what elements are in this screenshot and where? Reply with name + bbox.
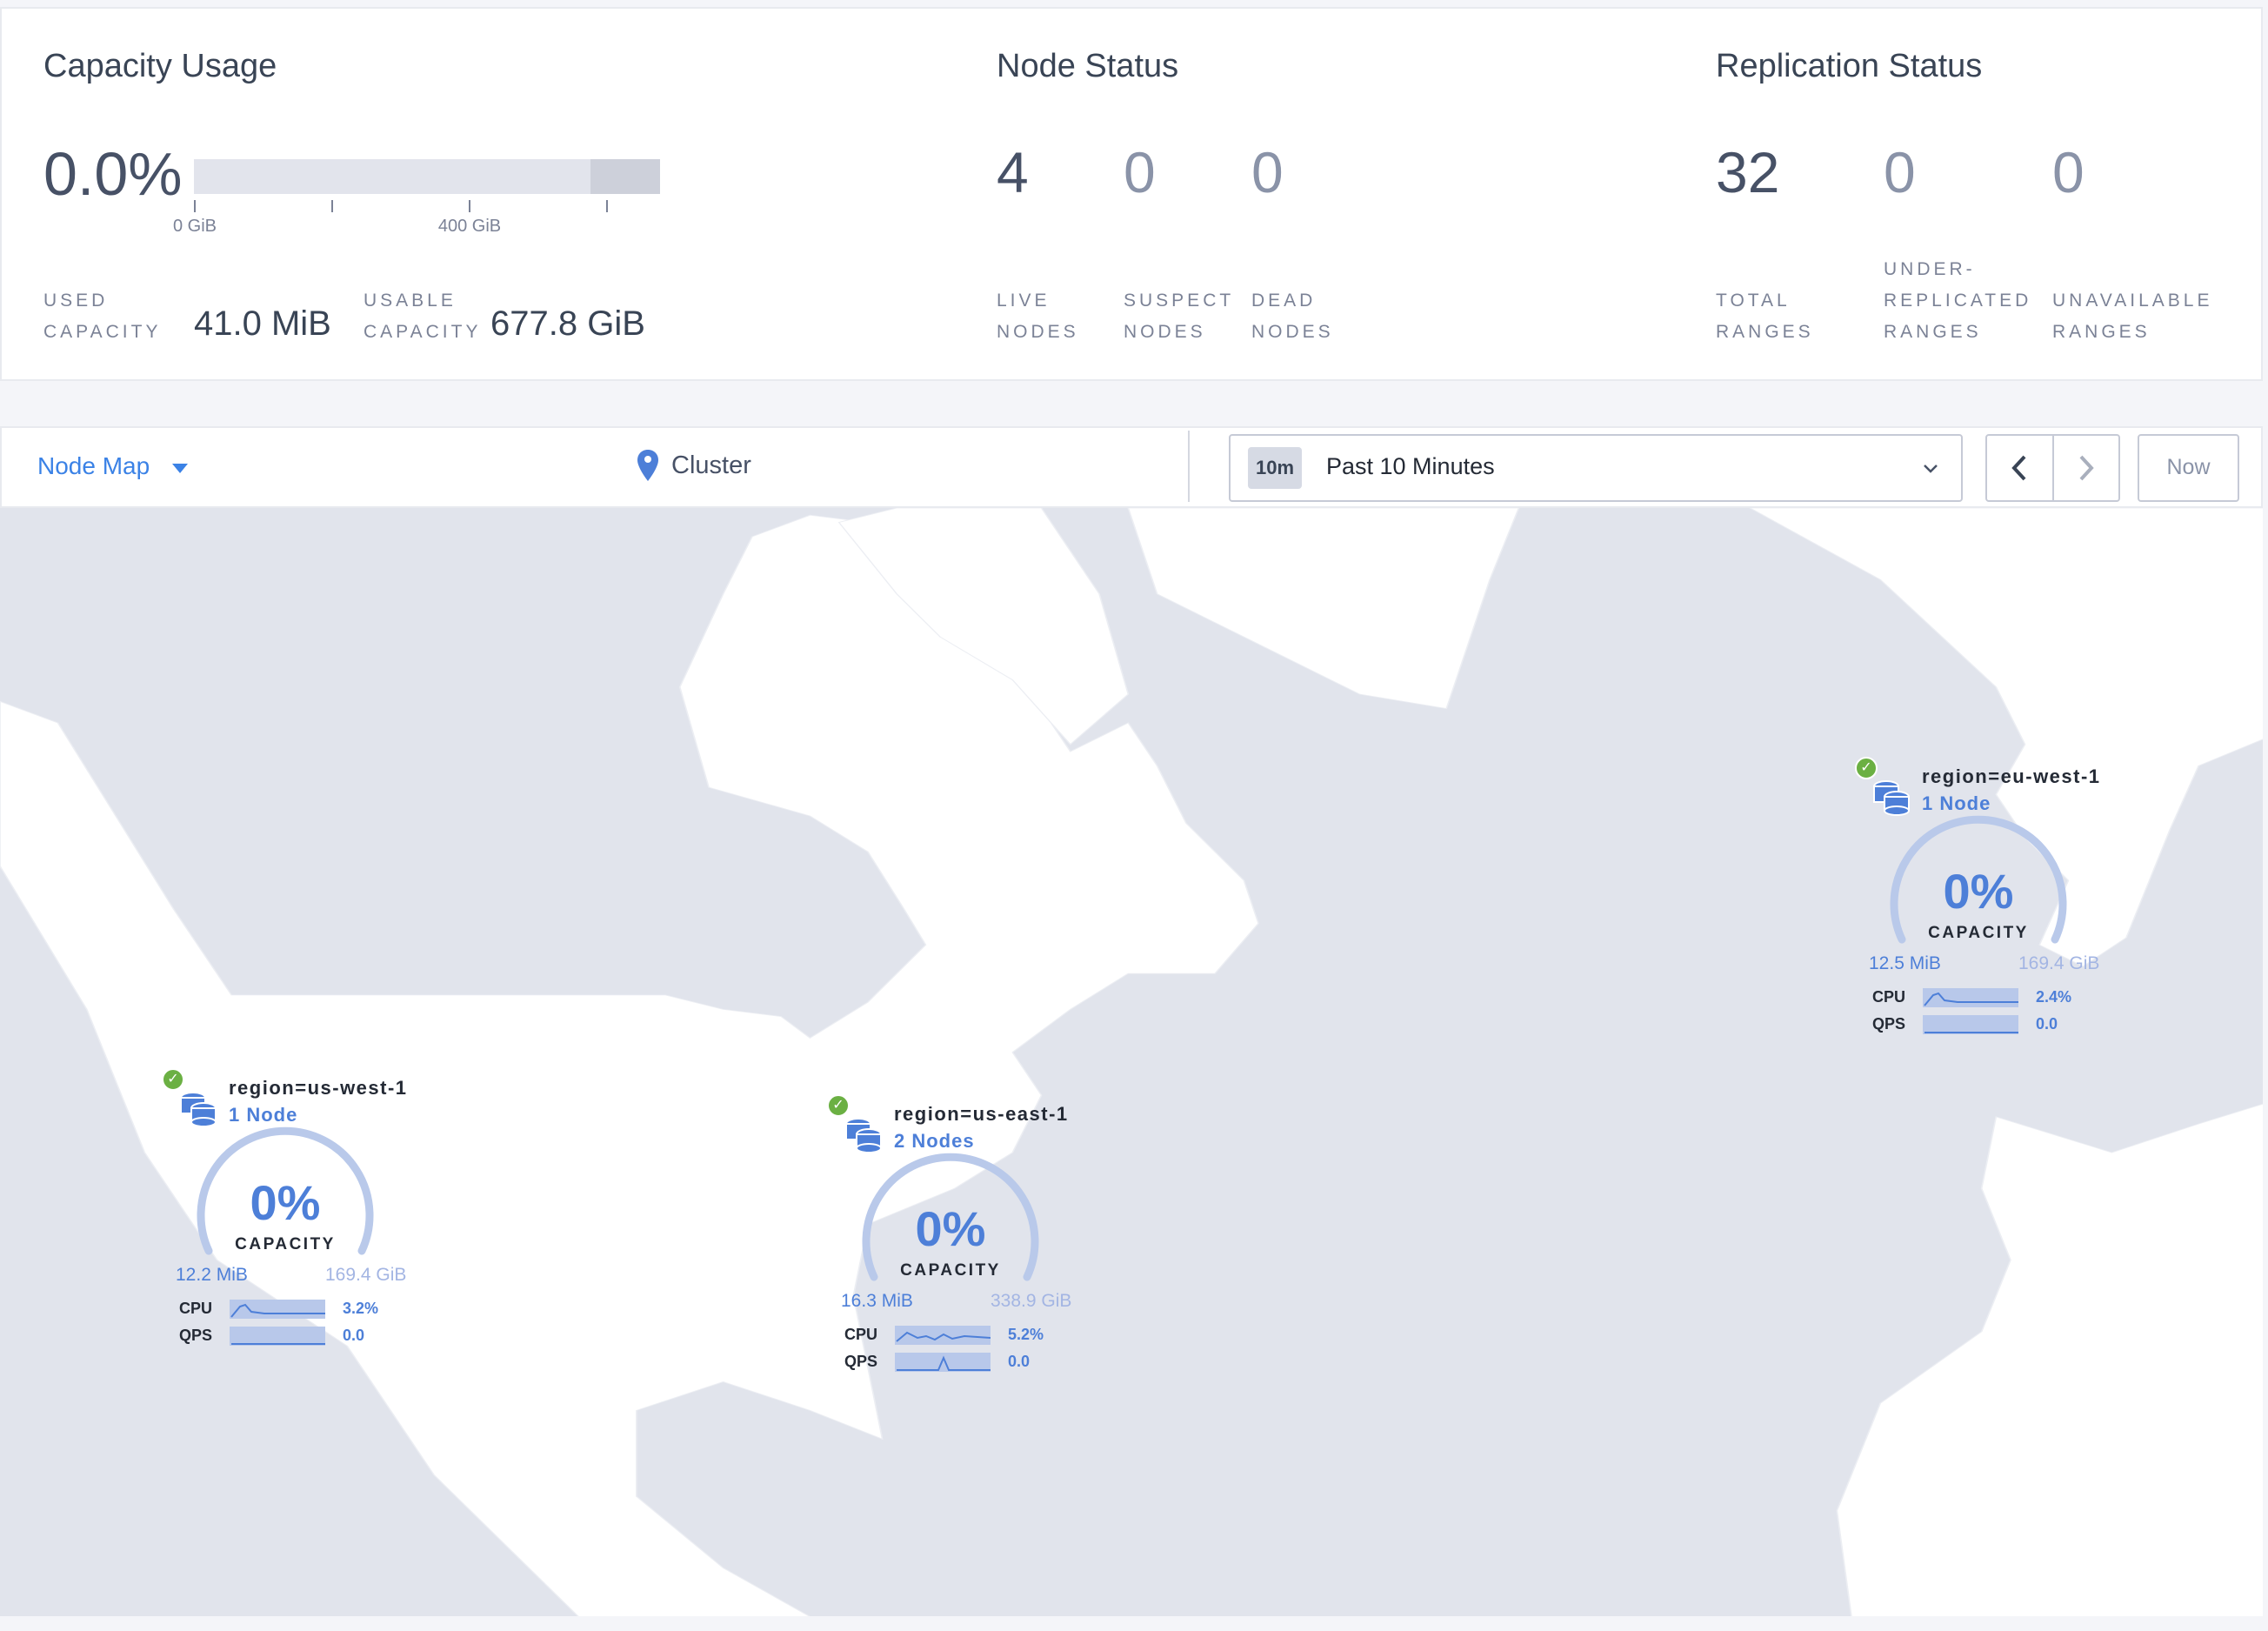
- under-replicated-count: 0: [1884, 140, 1916, 204]
- cpu-value: 5.2%: [1008, 1326, 1044, 1343]
- total-capacity: 169.4 GiB: [325, 1265, 407, 1285]
- region-name: region=us-west-1: [229, 1077, 408, 1099]
- qps-label: QPS: [844, 1353, 878, 1370]
- location-pin-icon: [637, 450, 658, 481]
- under-replicated-label: UNDER- REPLICATED RANGES: [1884, 259, 2032, 342]
- bar-tick: [194, 200, 196, 212]
- capacity-usage-title: Capacity Usage: [43, 48, 277, 84]
- bar-tick: [469, 200, 470, 212]
- capacity-percent: 0%: [915, 1201, 986, 1256]
- used-capacity: 12.5 MiB: [1869, 953, 1941, 973]
- used-capacity-value: 41.0 MiB: [194, 304, 331, 343]
- suspect-nodes-count: 0: [1124, 140, 1156, 204]
- region-name: region=eu-west-1: [1922, 765, 2101, 787]
- unavailable-ranges-label: UNAVAILABLE RANGES: [2052, 291, 2213, 342]
- live-check-icon: ✓: [162, 1068, 184, 1091]
- usable-capacity-label: USABLE CAPACITY: [364, 291, 482, 342]
- bar-tick: [606, 200, 608, 212]
- time-range-label: Past 10 Minutes: [1326, 453, 1495, 479]
- bar-tick-label: 400 GiB: [437, 217, 502, 236]
- live-nodes-label: LIVE NODES: [997, 291, 1079, 342]
- live-check-icon: ✓: [1855, 757, 1878, 779]
- north-america-landmass: [0, 514, 1259, 1616]
- chevron-right-icon: [2079, 455, 2094, 481]
- chevron-left-icon: [2011, 455, 2026, 481]
- qps-label: QPS: [1872, 1015, 1906, 1033]
- region-name: region=us-east-1: [894, 1103, 1069, 1125]
- previous-time-button[interactable]: [1987, 436, 2054, 500]
- cpu-sparkline: [1923, 988, 2018, 1007]
- qps-sparkline: [895, 1353, 991, 1372]
- node-count: 2 Nodes: [894, 1130, 975, 1152]
- europe-landmass: [1749, 508, 2263, 967]
- baffin-island-landmass: [837, 508, 1130, 745]
- view-selector[interactable]: Node Map: [37, 452, 150, 479]
- cpu-label: CPU: [844, 1326, 878, 1343]
- world-map: [0, 508, 2263, 1616]
- capacity-bar: [194, 159, 660, 194]
- total-capacity: 169.4 GiB: [2018, 953, 2100, 973]
- qps-value: 0.0: [2036, 1015, 2058, 1033]
- dead-nodes-count: 0: [1251, 140, 1284, 204]
- capacity-gauge: [197, 1126, 374, 1255]
- time-range-select[interactable]: 10m Past 10 Minutes: [1229, 434, 1963, 502]
- node-count: 1 Node: [1922, 792, 1991, 814]
- unavailable-ranges-count: 0: [2052, 140, 2085, 204]
- qps-sparkline: [1923, 1015, 2018, 1034]
- capacity-percent: 0%: [250, 1175, 321, 1230]
- capacity-gauge: [862, 1153, 1039, 1281]
- used-capacity: 12.2 MiB: [176, 1265, 248, 1285]
- region-node-us-west-1[interactable]: ✓ region=us-west-1 1 Node 0% CAPACITY 12…: [157, 1063, 444, 1359]
- dead-nodes-label: DEAD NODES: [1251, 291, 1334, 342]
- database-icon: [1873, 780, 1910, 816]
- chevron-down-icon: [1924, 465, 1938, 473]
- bar-tick-label: 0 GiB: [172, 217, 217, 236]
- database-icon: [180, 1092, 217, 1127]
- node-status-title: Node Status: [997, 48, 1179, 84]
- cpu-label: CPU: [1872, 988, 1906, 1006]
- capacity-bar-fill: [590, 159, 660, 194]
- cpu-value: 3.2%: [343, 1300, 379, 1317]
- breadcrumb-cluster[interactable]: Cluster: [671, 451, 751, 479]
- total-ranges-count: 32: [1716, 140, 1780, 204]
- cluster-summary-panel: Capacity Usage 0.0% 0 GiB 400 GiB USED CA…: [0, 7, 2263, 381]
- node-count: 1 Node: [229, 1104, 298, 1126]
- qps-sparkline: [230, 1327, 325, 1346]
- cpu-sparkline: [230, 1300, 325, 1319]
- used-capacity: 16.3 MiB: [841, 1291, 913, 1311]
- capacity-gauge: [1890, 815, 2067, 944]
- capacity-percent: 0%: [1943, 864, 2014, 919]
- region-node-eu-west-1[interactable]: ✓ region=eu-west-1 1 Node 0% CAPACITY 12…: [1850, 752, 2137, 1047]
- cpu-sparkline: [895, 1326, 991, 1345]
- toolbar-divider: [1188, 431, 1190, 502]
- capacity-percent: 0.0%: [43, 140, 183, 208]
- database-icon: [845, 1118, 882, 1153]
- live-check-icon: ✓: [827, 1094, 850, 1117]
- qps-value: 0.0: [343, 1327, 365, 1344]
- capacity-label: CAPACITY: [1928, 924, 2029, 942]
- used-capacity-label: USED CAPACITY: [43, 291, 162, 342]
- qps-label: QPS: [179, 1327, 213, 1344]
- capacity-label: CAPACITY: [235, 1235, 336, 1253]
- node-map[interactable]: [0, 508, 2263, 1616]
- capacity-label: CAPACITY: [900, 1261, 1001, 1280]
- greenland-landmass: [1127, 508, 1520, 710]
- qps-value: 0.0: [1008, 1353, 1031, 1370]
- usable-capacity-value: 677.8 GiB: [490, 304, 645, 343]
- total-ranges-label: TOTAL RANGES: [1716, 291, 1814, 342]
- region-node-us-east-1[interactable]: ✓ region=us-east-1 2 Nodes 0% CAPACITY 1…: [822, 1089, 1109, 1385]
- time-range-badge: 10m: [1248, 447, 1302, 489]
- total-capacity: 338.9 GiB: [991, 1291, 1072, 1311]
- time-nav: [1985, 434, 2120, 502]
- suspect-nodes-label: SUSPECT NODES: [1124, 291, 1235, 342]
- cpu-label: CPU: [179, 1300, 213, 1317]
- next-time-button[interactable]: [2054, 436, 2119, 500]
- replication-status-title: Replication Status: [1716, 48, 1983, 84]
- bar-tick: [331, 200, 333, 212]
- live-nodes-count: 4: [997, 140, 1029, 204]
- caret-down-icon[interactable]: [172, 464, 188, 473]
- now-button[interactable]: Now: [2138, 434, 2239, 502]
- africa-landmass: [1836, 1103, 2263, 1616]
- cpu-value: 2.4%: [2036, 988, 2072, 1006]
